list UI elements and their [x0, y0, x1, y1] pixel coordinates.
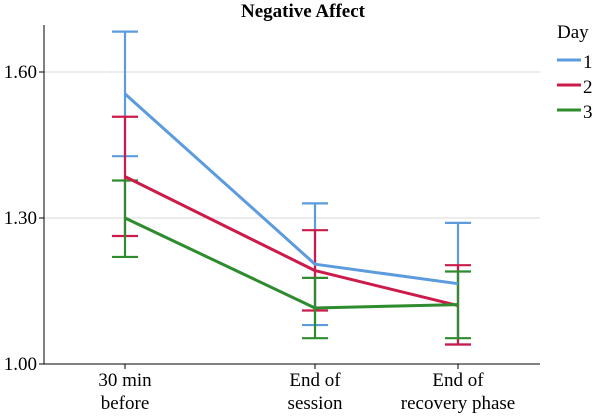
y-tick-label: 1.30 [4, 208, 37, 229]
y-tick-label: 1.60 [4, 62, 37, 83]
x-tick-label: recovery phase [401, 393, 515, 414]
legend-item-day-1: 1 [557, 52, 593, 73]
gridlines [44, 71, 540, 219]
legend-item-day-3: 3 [557, 102, 593, 123]
legend-items: 1 2 3 [557, 52, 593, 123]
chart-title: Negative Affect [241, 1, 366, 22]
x-tick-label: session [288, 393, 343, 414]
x-tick-label: End of [432, 370, 484, 391]
y-tick-label: 1.00 [4, 354, 37, 375]
x-tick-label: End of [289, 370, 341, 391]
series-line-day-1 [123, 92, 459, 286]
legend: Day 1 2 3 [557, 22, 593, 123]
x-tick-label: before [101, 393, 150, 414]
series-line-day-3 [124, 216, 459, 310]
x-tick-label: 30 min [98, 370, 152, 391]
legend-label: 3 [583, 102, 593, 123]
legend-label: 2 [583, 77, 593, 98]
legend-label: 1 [583, 52, 593, 73]
legend-item-day-2: 2 [557, 77, 593, 98]
series-lines [123, 92, 459, 310]
y-tick-labels: 1.00 1.30 1.60 [4, 62, 37, 375]
axes [39, 25, 540, 369]
series-line-day-2 [124, 175, 459, 308]
legend-title: Day [557, 22, 589, 43]
